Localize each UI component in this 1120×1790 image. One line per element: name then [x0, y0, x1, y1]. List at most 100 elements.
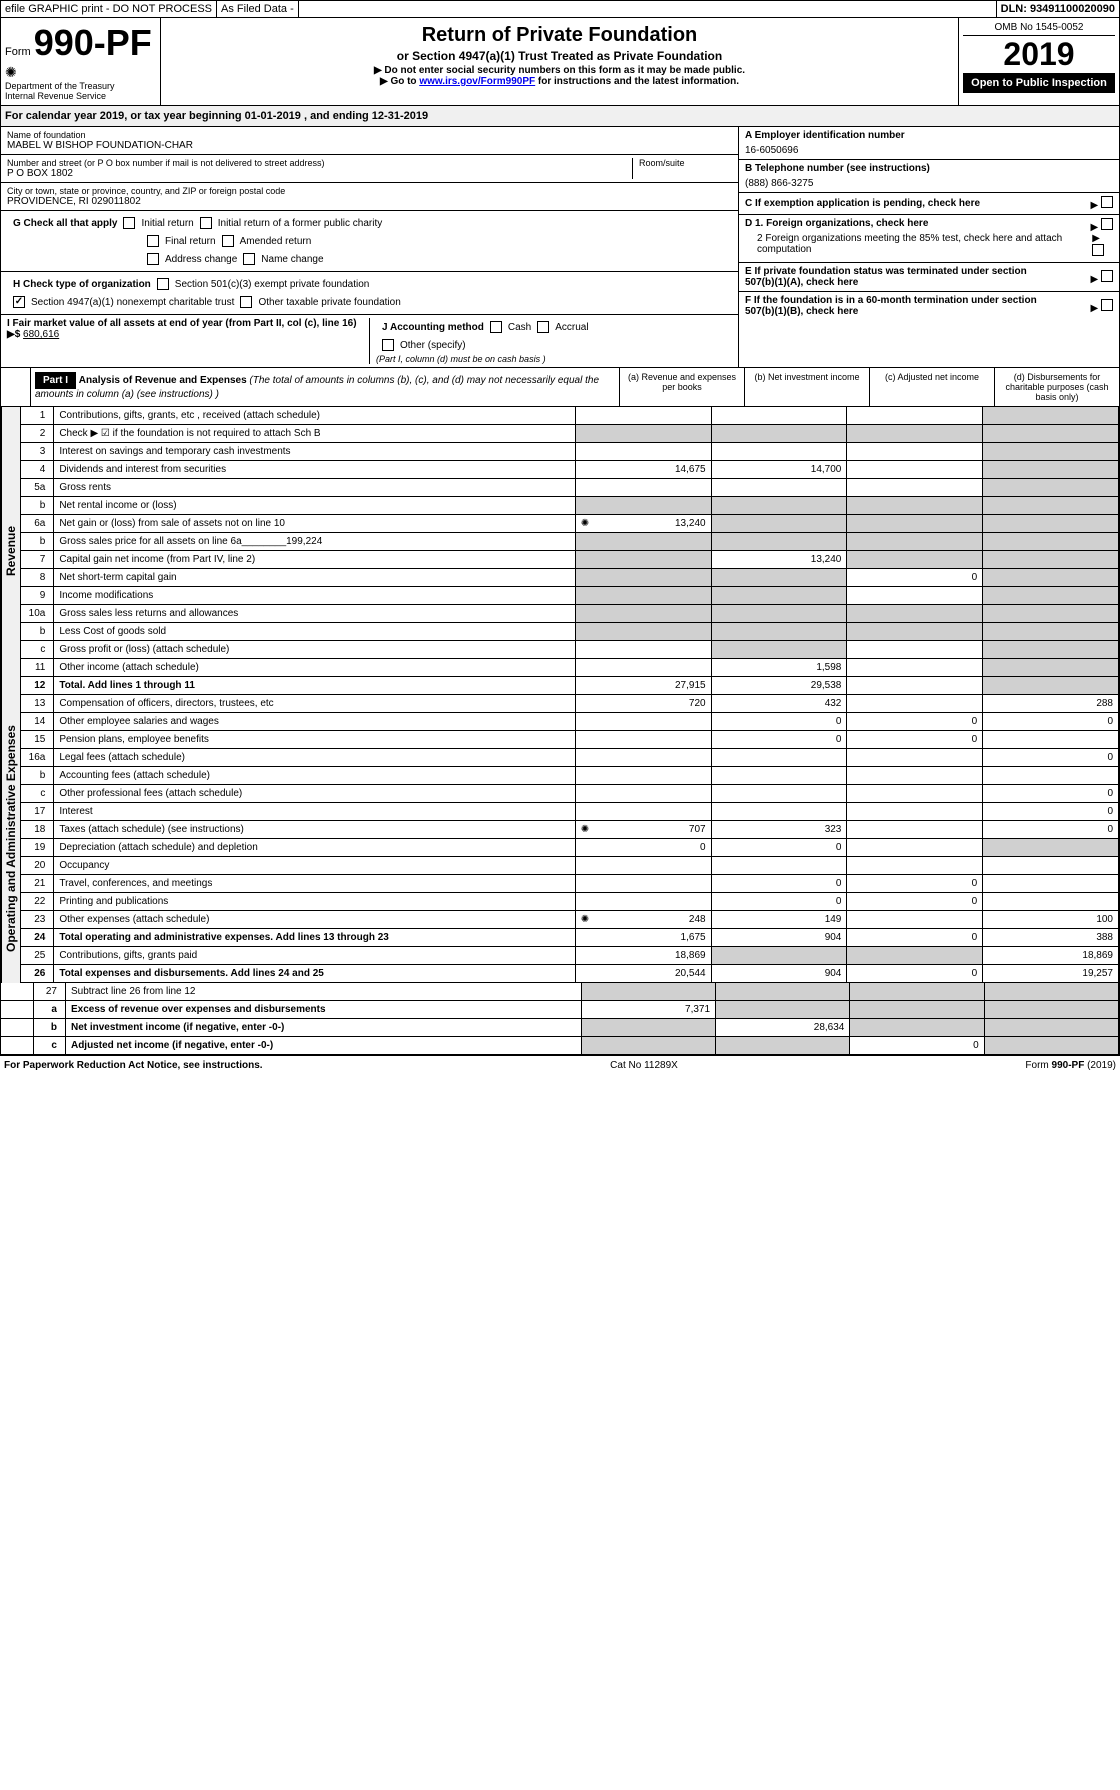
amended-return-checkbox[interactable] [222, 235, 234, 247]
revenue-label: Revenue [1, 407, 20, 695]
dept-irs: Internal Revenue Service [5, 91, 156, 101]
final-return-checkbox[interactable] [147, 235, 159, 247]
table-row: 19Depreciation (attach schedule) and dep… [21, 839, 1119, 857]
cash-checkbox[interactable] [490, 321, 502, 333]
ein-label: A Employer identification number [745, 130, 1113, 141]
line-number: 23 [21, 911, 54, 929]
table-row: 11Other income (attach schedule)1,598 [21, 659, 1119, 677]
irs-link[interactable]: www.irs.gov/Form990PF [419, 76, 535, 87]
address-change-checkbox[interactable] [147, 253, 159, 265]
cell-value [850, 983, 984, 1001]
table-row: cAdjusted net income (if negative, enter… [1, 1037, 1119, 1055]
cell-value: 0 [847, 965, 983, 983]
cell-value [716, 1001, 850, 1019]
table-row: 12Total. Add lines 1 through 1127,91529,… [21, 677, 1119, 695]
table-row: 18Taxes (attach schedule) (see instructi… [21, 821, 1119, 839]
line-number: 1 [21, 407, 54, 425]
line-number: b [21, 497, 54, 515]
other-method-checkbox[interactable] [382, 339, 394, 351]
line-description: Capital gain net income (from Part IV, l… [54, 551, 575, 569]
line-number: 19 [21, 839, 54, 857]
name-change-checkbox[interactable] [243, 253, 255, 265]
cell-value [711, 515, 847, 533]
cell-value: 1,675 [575, 929, 711, 947]
cell-value: ✺13,240 [575, 515, 711, 533]
e-checkbox[interactable] [1101, 270, 1113, 282]
accrual-checkbox[interactable] [537, 321, 549, 333]
f-checkbox[interactable] [1101, 299, 1113, 311]
c-checkbox[interactable] [1101, 196, 1113, 208]
cell-value: 0 [850, 1037, 984, 1055]
foundation-address: P O BOX 1802 [7, 168, 632, 179]
line-description: Contributions, gifts, grants, etc , rece… [54, 407, 575, 425]
form-number: 990-PF [34, 22, 152, 63]
line-number: 6a [21, 515, 54, 533]
cell-value [575, 587, 711, 605]
cell-value [575, 641, 711, 659]
d1-checkbox[interactable] [1101, 218, 1113, 230]
line-number: 24 [21, 929, 54, 947]
501c3-checkbox[interactable] [157, 278, 169, 290]
cell-value [847, 767, 983, 785]
line-description: Interest on savings and temporary cash i… [54, 443, 575, 461]
summary-table: 27Subtract line 26 from line 12aExcess o… [1, 983, 1119, 1055]
tax-year: 2019 [963, 36, 1115, 73]
col-a-header: (a) Revenue and expenses per books [619, 368, 744, 406]
line-description: Net rental income or (loss) [54, 497, 575, 515]
4947-checkbox[interactable] [13, 296, 25, 308]
initial-former-checkbox[interactable] [200, 217, 212, 229]
omb-number: OMB No 1545-0052 [963, 22, 1115, 36]
phone-value: (888) 866-3275 [745, 174, 1113, 189]
cell-value [716, 983, 850, 1001]
line-description: Total expenses and disbursements. Add li… [54, 965, 575, 983]
cell-value [847, 911, 983, 929]
cell-value [575, 713, 711, 731]
cell-value: 0 [711, 731, 847, 749]
cell-value: 14,675 [575, 461, 711, 479]
table-row: 15Pension plans, employee benefits00 [21, 731, 1119, 749]
line-number: c [21, 641, 54, 659]
table-row: 26Total expenses and disbursements. Add … [21, 965, 1119, 983]
j-note: (Part I, column (d) must be on cash basi… [376, 354, 732, 364]
cell-value [575, 425, 711, 443]
table-row: bNet investment income (if negative, ent… [1, 1019, 1119, 1037]
cell-value: 0 [847, 713, 983, 731]
table-row: 7Capital gain net income (from Part IV, … [21, 551, 1119, 569]
cell-value [575, 605, 711, 623]
d2-checkbox[interactable] [1092, 244, 1104, 256]
cell-value [847, 803, 983, 821]
cell-value [711, 569, 847, 587]
cell-value [983, 893, 1119, 911]
cell-value [711, 443, 847, 461]
line-number: 16a [21, 749, 54, 767]
table-row: 3Interest on savings and temporary cash … [21, 443, 1119, 461]
form-note2: ▶ Go to www.irs.gov/Form990PF for instru… [167, 76, 952, 87]
cell-value: 0 [711, 875, 847, 893]
table-row: 6aNet gain or (loss) from sale of assets… [21, 515, 1119, 533]
revenue-table: 1Contributions, gifts, grants, etc , rec… [20, 407, 1119, 695]
cell-value [711, 767, 847, 785]
table-row: 22Printing and publications00 [21, 893, 1119, 911]
table-row: aExcess of revenue over expenses and dis… [1, 1001, 1119, 1019]
cell-value [983, 875, 1119, 893]
cell-value [983, 515, 1119, 533]
line-description: Check ▶ ☑ if the foundation is not requi… [54, 425, 575, 443]
cell-value [847, 587, 983, 605]
other-taxable-checkbox[interactable] [240, 296, 252, 308]
table-row: 20Occupancy [21, 857, 1119, 875]
initial-return-checkbox[interactable] [123, 217, 135, 229]
cell-value [847, 821, 983, 839]
cell-value [711, 803, 847, 821]
cell-value [847, 461, 983, 479]
cell-value [983, 497, 1119, 515]
line-number: c [33, 1037, 65, 1055]
expenses-table: 13Compensation of officers, directors, t… [20, 695, 1119, 983]
line-number: 15 [21, 731, 54, 749]
cell-value: 18,869 [575, 947, 711, 965]
line-number: 9 [21, 587, 54, 605]
cell-value [716, 1037, 850, 1055]
cell-value [983, 461, 1119, 479]
top-bar: efile GRAPHIC print - DO NOT PROCESS As … [1, 1, 1119, 18]
line-description: Other employee salaries and wages [54, 713, 575, 731]
form-note1: ▶ Do not enter social security numbers o… [167, 65, 952, 76]
